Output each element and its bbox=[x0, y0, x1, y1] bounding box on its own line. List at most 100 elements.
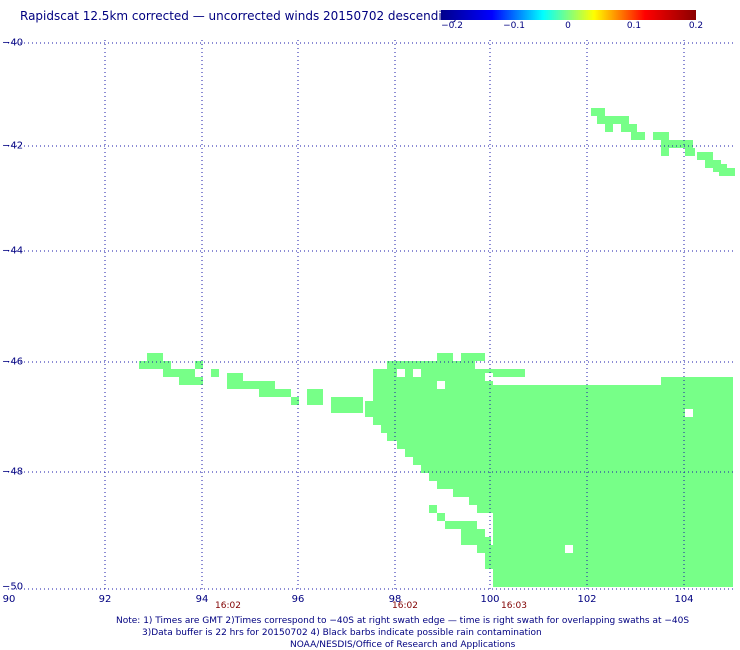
swath-block bbox=[437, 481, 733, 489]
data-gap bbox=[485, 373, 493, 381]
swath-block bbox=[331, 397, 363, 405]
swath-block bbox=[661, 377, 733, 385]
swath-block bbox=[179, 369, 195, 377]
swath-block bbox=[661, 148, 669, 156]
swath-block bbox=[485, 553, 733, 561]
swath-block bbox=[147, 353, 163, 361]
swath-block bbox=[437, 353, 445, 361]
swath-block bbox=[147, 361, 171, 369]
swath-block bbox=[719, 168, 735, 176]
swath-block bbox=[227, 381, 243, 389]
swath-block bbox=[485, 513, 733, 521]
swath-block bbox=[677, 140, 693, 148]
swath-block bbox=[453, 489, 733, 497]
swath-block bbox=[373, 393, 733, 401]
lon-label-98: 98 bbox=[388, 594, 402, 605]
swath-block bbox=[405, 369, 525, 377]
swath-block bbox=[347, 405, 355, 413]
swath-block bbox=[227, 373, 243, 381]
color-scale-bar bbox=[441, 10, 696, 20]
swath-block bbox=[387, 433, 733, 441]
swath-block bbox=[365, 409, 733, 417]
swath-block bbox=[637, 132, 645, 140]
swath-block bbox=[373, 385, 733, 393]
lon-label-92: 92 bbox=[98, 594, 112, 605]
swath-block bbox=[597, 116, 611, 124]
swath-block bbox=[413, 457, 733, 465]
map-title: Rapidscat 12.5km corrected — uncorrected… bbox=[20, 9, 457, 23]
swath-block bbox=[291, 397, 299, 405]
swath-block bbox=[493, 521, 733, 545]
data-gap bbox=[413, 369, 421, 377]
swath-time-1: 16:02 bbox=[215, 601, 241, 611]
lon-label-90: 90 bbox=[2, 594, 16, 605]
swath-time-2: 16:02 bbox=[392, 601, 418, 611]
swath-block bbox=[275, 389, 291, 397]
swath-block bbox=[355, 405, 363, 413]
colorbar-label-pos: 0.1 bbox=[626, 21, 642, 31]
swath-block bbox=[211, 369, 219, 377]
data-gap bbox=[437, 381, 445, 389]
swath-time-3: 16:03 bbox=[501, 601, 527, 611]
lat-label-48s: −48 bbox=[2, 466, 24, 478]
swath-block bbox=[685, 148, 695, 156]
swath-data-layer bbox=[139, 108, 735, 587]
swath-block bbox=[163, 369, 181, 377]
lon-label-96: 96 bbox=[291, 594, 305, 605]
swath-block bbox=[429, 473, 733, 481]
swath-block bbox=[493, 577, 733, 587]
lon-label-102: 102 bbox=[577, 594, 597, 605]
lat-label-46s: −46 bbox=[2, 356, 24, 368]
swath-block bbox=[429, 505, 437, 513]
swath-block bbox=[397, 441, 733, 449]
swath-block bbox=[477, 545, 733, 553]
colorbar-label-neg: −0.1 bbox=[503, 21, 525, 31]
note-line-2: 3)Data buffer is 22 hrs for 20150702 4) … bbox=[142, 628, 542, 638]
swath-block bbox=[195, 361, 203, 369]
swath-block bbox=[493, 569, 733, 577]
swath-block bbox=[661, 140, 685, 148]
lon-label-100: 100 bbox=[480, 594, 500, 605]
swath-block bbox=[387, 361, 475, 369]
lat-label-42s: −42 bbox=[2, 140, 24, 152]
data-gap bbox=[485, 513, 493, 521]
swath-block bbox=[445, 353, 485, 361]
colorbar-label-max: 0.2 bbox=[688, 21, 704, 31]
data-gap bbox=[685, 409, 693, 417]
swath-block bbox=[373, 417, 733, 425]
swath-block bbox=[461, 537, 491, 545]
lon-label-104: 104 bbox=[674, 594, 694, 605]
swath-block bbox=[365, 401, 733, 409]
lat-label-44s: −44 bbox=[2, 245, 24, 257]
swath-block bbox=[477, 505, 733, 513]
swath-block bbox=[381, 425, 733, 433]
swath-block bbox=[469, 497, 733, 505]
data-gap bbox=[565, 545, 573, 553]
swath-block bbox=[653, 132, 669, 140]
swath-block bbox=[697, 152, 713, 160]
data-gap bbox=[453, 353, 461, 361]
swath-block bbox=[243, 381, 275, 389]
swath-block bbox=[605, 116, 629, 124]
lon-label-94: 94 bbox=[195, 594, 209, 605]
swath-block bbox=[307, 389, 323, 397]
note-line-3: NOAA/NESDIS/Office of Research and Appli… bbox=[290, 640, 516, 650]
colorbar-label-min: −0.2 bbox=[441, 21, 463, 31]
swath-block bbox=[307, 397, 323, 405]
swath-block bbox=[405, 361, 413, 369]
swath-block bbox=[461, 529, 485, 537]
swath-block bbox=[405, 449, 733, 457]
swath-block bbox=[139, 361, 147, 369]
swath-block bbox=[485, 561, 733, 569]
swath-block bbox=[331, 405, 347, 413]
swath-block bbox=[621, 124, 637, 132]
swath-block bbox=[421, 465, 733, 473]
swath-block bbox=[179, 377, 203, 385]
swath-block bbox=[605, 124, 613, 132]
swath-block bbox=[373, 369, 397, 377]
swath-block bbox=[445, 521, 477, 529]
note-line-1: Note: 1) Times are GMT 2)Times correspon… bbox=[116, 616, 690, 626]
lat-label-50s: −50 bbox=[2, 581, 24, 593]
swath-block bbox=[373, 377, 493, 385]
